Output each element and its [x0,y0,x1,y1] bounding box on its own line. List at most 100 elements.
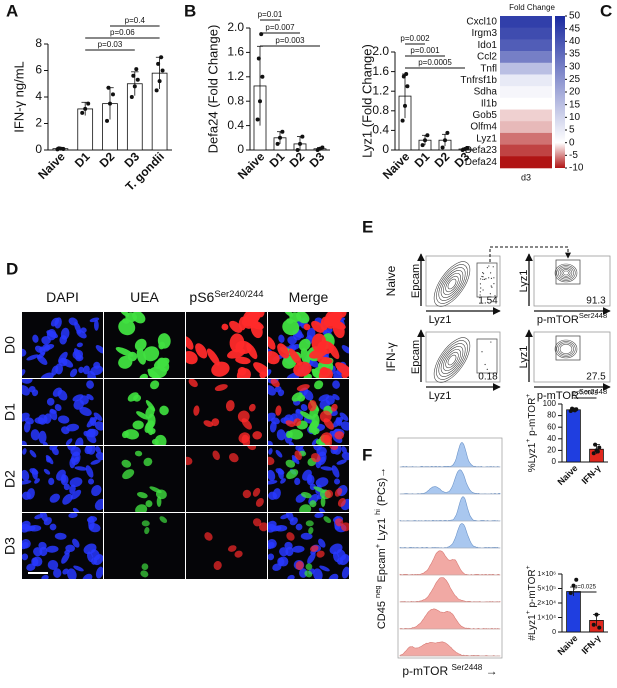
x-tick-label: IFN-γ [580,633,603,656]
row-label: D2 [2,470,18,488]
heatmap-cell [500,121,552,134]
micrograph [186,446,267,512]
p-value: p=0.003 [275,36,305,45]
signal [295,523,303,531]
data-point [131,73,136,78]
signal [268,369,272,377]
y-tick-label: 2 [35,116,42,130]
event [490,285,492,287]
signal [300,491,312,499]
signal [54,404,62,412]
micrograph [22,379,103,445]
signal [268,456,275,466]
signal [46,397,55,406]
signal [341,446,347,454]
contour [433,337,471,383]
signal [28,385,36,393]
colorbar-label: 40 [569,36,581,47]
signal [34,417,45,424]
data-point [56,146,61,151]
data-point [156,61,161,66]
micrograph [22,513,103,579]
y-tick-label: 0.4 [227,118,244,132]
signal [34,345,43,353]
micrograph [186,312,267,378]
event [486,368,488,370]
y-tick-label: 1.2 [372,83,389,97]
bar [566,591,581,633]
signal [300,404,308,412]
signal [188,379,198,388]
row-label: Tnfl [480,63,497,74]
signal [333,370,343,378]
signal [149,486,162,493]
text-part: Lyz1 [376,515,388,544]
gate-link [489,246,571,262]
signal [270,379,280,388]
signal [268,480,278,485]
y-tick-label: 60 [547,422,556,431]
signal [54,532,67,540]
data-point [260,74,265,79]
data-point [300,134,305,139]
signal [132,420,144,430]
signal [328,343,340,360]
event [483,278,486,280]
signal [134,450,143,457]
x-axis-label: p-mTOR Ser2448 → [402,663,497,678]
signal [88,478,95,485]
signal [94,421,103,431]
y-tick-label: 100 [543,399,557,408]
p-value: p=0.06 [110,28,135,37]
signal [246,343,258,360]
signal [305,520,314,527]
signal [90,459,101,465]
signal [247,446,257,451]
micrograph [104,513,185,579]
signal [296,312,310,324]
signal [237,410,250,423]
row-label: Olfm4 [470,122,497,133]
signal [285,459,296,468]
panel-label: A [6,1,18,20]
x-tick-label: D2 [97,149,118,170]
column-header: UEA [130,289,159,305]
signal [41,574,49,579]
signal [122,469,135,480]
signal [248,403,256,412]
signal [86,446,96,455]
text-part: p-mTOR [537,390,579,402]
signal [335,362,349,377]
contour [561,269,571,277]
y-tick-label: 8 [35,36,42,50]
signal [334,518,344,527]
image-background [104,379,185,445]
heatmap-cell [500,86,552,99]
signal [316,550,325,558]
signal [331,465,340,478]
y-tick-label: 0 [237,142,244,156]
signal [341,452,349,461]
signal [286,532,295,541]
signal [157,357,170,373]
signal [193,405,200,416]
signal [22,385,30,396]
y-axis-label: Lyz1 (Fold Change) [359,44,374,158]
data-point [159,55,164,60]
signal [307,552,316,564]
x-tick-label: Naive [556,633,580,657]
data-point [593,442,598,447]
x-tick-label: D1 [412,149,433,170]
signal [272,488,281,500]
contour [443,348,461,372]
colorbar-label: 25 [569,74,581,85]
signal [337,497,346,507]
signal [86,380,94,389]
signal [211,418,220,427]
p-value: p=0.007 [265,23,295,32]
histogram [399,608,501,630]
signal [74,466,88,471]
signal [93,319,99,331]
data-point [320,145,325,150]
heatmap-cell [500,27,552,40]
